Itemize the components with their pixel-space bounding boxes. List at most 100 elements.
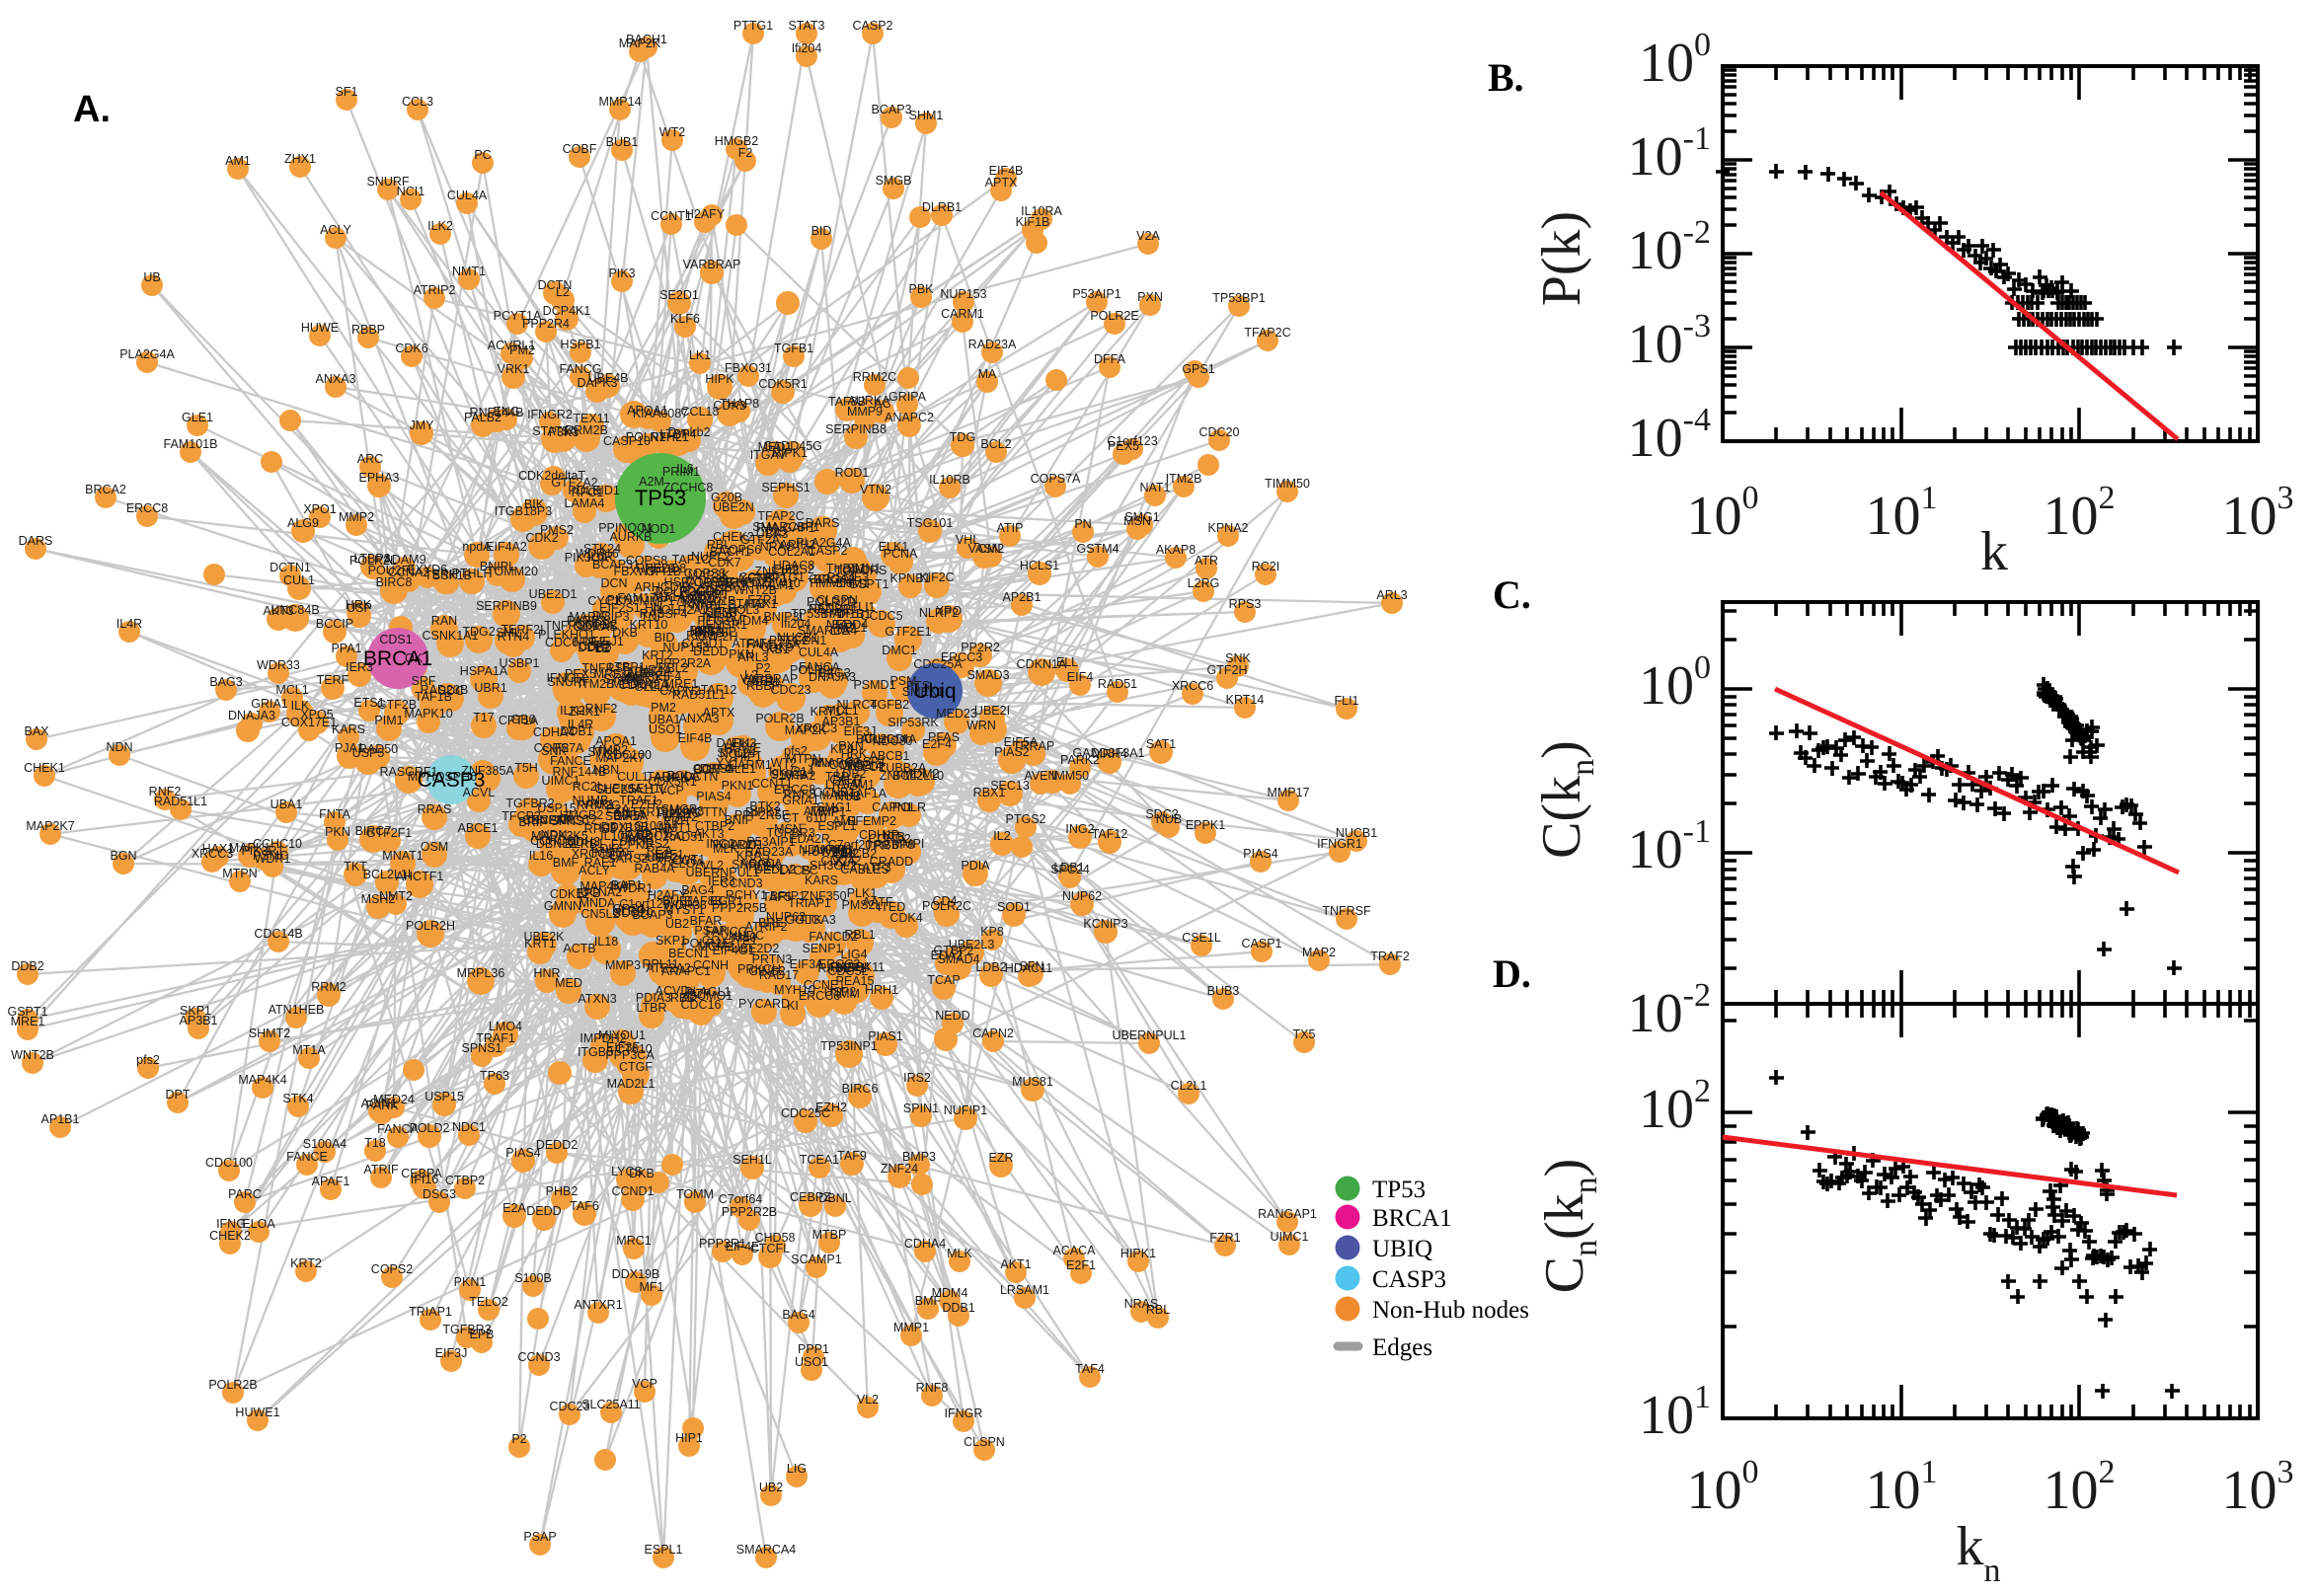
svg-text:USO1: USO1 — [795, 1355, 828, 1369]
svg-text:PXN: PXN — [838, 739, 864, 753]
svg-text:IRS2: IRS2 — [903, 1071, 931, 1085]
svg-text:PSAP: PSAP — [523, 1530, 556, 1544]
svg-text:TAF12: TAF12 — [1092, 827, 1128, 841]
svg-text:SKP1: SKP1 — [656, 934, 687, 948]
svg-text:BAG3: BAG3 — [817, 666, 850, 680]
svg-text:MSN: MSN — [1123, 514, 1151, 528]
svg-text:SPIN1: SPIN1 — [903, 1102, 939, 1115]
svg-text:MCL1: MCL1 — [825, 704, 858, 718]
svg-text:HRK: HRK — [841, 747, 868, 761]
svg-text:LYCS: LYCS — [611, 1165, 643, 1178]
svg-text:HRH1: HRH1 — [865, 983, 898, 997]
svg-text:POLR2E: POLR2E — [681, 937, 730, 950]
svg-text:BCCIP: BCCIP — [316, 617, 353, 631]
svg-text:CD4: CD4 — [932, 894, 957, 908]
svg-text:TNFRSF: TNFRSF — [1322, 904, 1371, 918]
svg-text:ATR: ATR — [1195, 554, 1218, 568]
svg-text:EPHA3: EPHA3 — [359, 471, 400, 485]
svg-text:MMP3: MMP3 — [605, 958, 641, 972]
svg-text:HRK: HRK — [346, 598, 372, 612]
svg-text:MAPK1: MAPK1 — [229, 841, 270, 855]
svg-text:TP53: TP53 — [1372, 1177, 1426, 1203]
svg-text:SIP53RK: SIP53RK — [888, 716, 939, 729]
svg-text:IFNGR2: IFNGR2 — [527, 408, 573, 421]
svg-text:EIF4: EIF4 — [656, 669, 681, 683]
svg-text:UBERNPUL1: UBERNPUL1 — [1112, 1028, 1186, 1042]
svg-text:MAPK1: MAPK1 — [819, 789, 861, 802]
svg-text:DDB1: DDB1 — [942, 1301, 974, 1315]
svg-text:PXN: PXN — [1137, 290, 1163, 304]
svg-text:BIRC7: BIRC7 — [355, 824, 392, 838]
svg-text:BFAR: BFAR — [690, 914, 723, 928]
svg-text:PC: PC — [474, 148, 491, 162]
svg-text:CASP2: CASP2 — [853, 19, 893, 33]
svg-text:CUL4A: CUL4A — [799, 646, 839, 659]
svg-text:CR2: CR2 — [627, 828, 652, 842]
svg-text:RRM2C: RRM2C — [853, 370, 896, 384]
svg-text:UBE2K: UBE2K — [524, 930, 566, 944]
svg-text:NBN: NBN — [593, 763, 619, 777]
svg-text:NUMB: NUMB — [573, 794, 609, 807]
svg-text:TAF8B: TAF8B — [685, 894, 723, 908]
svg-text:BRCA1: BRCA1 — [363, 647, 432, 670]
svg-text:CHEK2: CHEK2 — [209, 1229, 251, 1243]
svg-text:CCL3: CCL3 — [402, 95, 433, 109]
svg-text:BAG4: BAG4 — [782, 1308, 814, 1322]
svg-text:BCL2L1I: BCL2L1I — [363, 868, 412, 881]
svg-text:UBA1: UBA1 — [649, 713, 681, 726]
svg-text:IFNGR1: IFNGR1 — [1317, 837, 1362, 851]
svg-text:PM2: PM2 — [651, 701, 676, 715]
svg-text:MTPN: MTPN — [786, 752, 820, 766]
svg-text:BRCA2: BRCA2 — [85, 483, 126, 496]
svg-text:MED24: MED24 — [611, 677, 653, 691]
svg-text:SMGB: SMGB — [876, 174, 912, 188]
svg-text:ARL3: ARL3 — [1376, 588, 1407, 602]
svg-text:EIF4B: EIF4B — [678, 731, 713, 745]
svg-text:ERH: ERH — [663, 814, 689, 828]
svg-text:BIRC6: BIRC6 — [842, 1082, 879, 1096]
svg-text:Non-Hub nodes: Non-Hub nodes — [1372, 1297, 1529, 1324]
svg-text:CDHA4: CDHA4 — [533, 725, 575, 739]
svg-text:PCYT1A: PCYT1A — [494, 309, 542, 323]
svg-text:KCNIP3: KCNIP3 — [1083, 917, 1127, 931]
svg-text:AKT1: AKT1 — [1000, 1257, 1031, 1271]
svg-text:LK1: LK1 — [689, 348, 711, 362]
svg-text:EIF5A: EIF5A — [614, 809, 649, 823]
svg-text:BAP1: BAP1 — [611, 878, 643, 892]
svg-text:CDK6: CDK6 — [395, 342, 427, 355]
svg-text:LRSAM1: LRSAM1 — [1000, 1283, 1049, 1297]
svg-text:VARBRAP: VARBRAP — [740, 672, 799, 686]
svg-text:UBR1: UBR1 — [474, 681, 506, 695]
svg-text:TGFB1: TGFB1 — [774, 342, 813, 355]
svg-text:SEPHS1: SEPHS1 — [761, 481, 810, 494]
svg-text:C.: C. — [1493, 572, 1531, 617]
svg-text:PMS2L: PMS2L — [842, 898, 883, 912]
svg-text:TDG: TDG — [950, 430, 975, 444]
svg-text:TGFBR3: TGFBR3 — [442, 1323, 491, 1336]
svg-text:DMC1: DMC1 — [882, 644, 916, 657]
svg-text:VTN2: VTN2 — [860, 483, 891, 496]
svg-text:E2A: E2A — [606, 802, 630, 816]
svg-text:TAF12: TAF12 — [701, 683, 737, 697]
svg-text:SE2D1: SE2D1 — [659, 288, 699, 302]
svg-text:TKT: TKT — [344, 860, 367, 874]
svg-text:FAM101B: FAM101B — [682, 594, 736, 608]
svg-text:TIMM50: TIMM50 — [1265, 477, 1310, 491]
svg-text:FZR1: FZR1 — [1209, 1231, 1240, 1245]
svg-text:KRAS: KRAS — [736, 849, 770, 863]
svg-text:MMP17: MMP17 — [1267, 786, 1309, 799]
svg-text:IL6: IL6 — [676, 462, 693, 476]
svg-text:SENP1: SENP1 — [803, 942, 843, 955]
svg-text:RPS3: RPS3 — [1229, 597, 1262, 611]
svg-text:XPO1: XPO1 — [303, 502, 336, 516]
svg-text:MMP1: MMP1 — [893, 1321, 929, 1334]
svg-text:MTPN: MTPN — [222, 867, 257, 880]
svg-text:MF1: MF1 — [640, 1280, 664, 1294]
svg-text:HDAC11: HDAC11 — [1005, 961, 1052, 975]
svg-text:ITM2B: ITM2B — [1166, 472, 1202, 486]
svg-text:CCNA2: CCNA2 — [388, 566, 429, 579]
svg-text:PLEKHO1: PLEKHO1 — [538, 628, 595, 642]
svg-text:UBIQ: UBIQ — [1372, 1236, 1432, 1262]
svg-text:COPS7A: COPS7A — [1031, 472, 1081, 486]
svg-text:FBXO31: FBXO31 — [725, 361, 772, 375]
